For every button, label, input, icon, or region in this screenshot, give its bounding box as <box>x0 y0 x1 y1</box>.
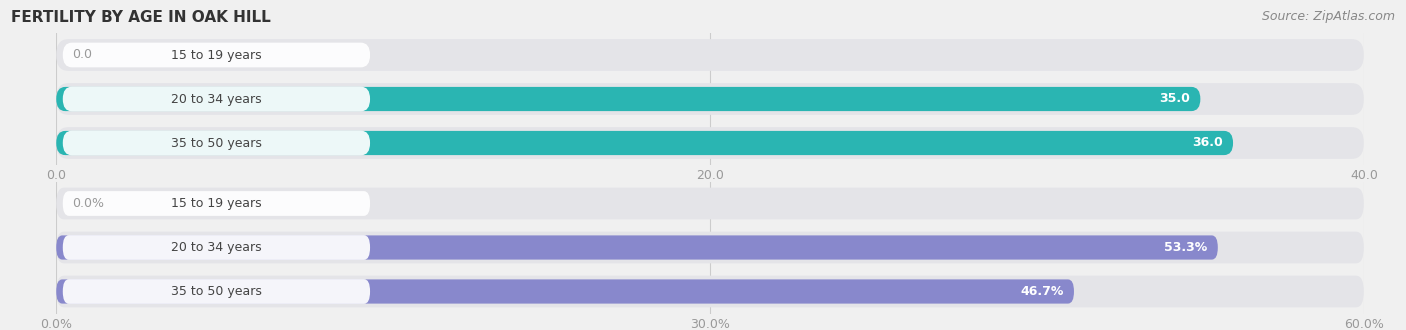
Text: 35 to 50 years: 35 to 50 years <box>172 137 262 149</box>
FancyBboxPatch shape <box>56 235 1218 260</box>
FancyBboxPatch shape <box>63 279 370 304</box>
Text: 20 to 34 years: 20 to 34 years <box>172 92 262 106</box>
FancyBboxPatch shape <box>56 87 1201 111</box>
FancyBboxPatch shape <box>56 280 1074 304</box>
Text: 0.0: 0.0 <box>72 49 91 61</box>
FancyBboxPatch shape <box>63 43 370 67</box>
FancyBboxPatch shape <box>56 232 1364 263</box>
FancyBboxPatch shape <box>63 87 370 111</box>
Text: FERTILITY BY AGE IN OAK HILL: FERTILITY BY AGE IN OAK HILL <box>11 10 271 25</box>
FancyBboxPatch shape <box>56 188 1364 219</box>
Text: 35 to 50 years: 35 to 50 years <box>172 285 262 298</box>
Text: 35.0: 35.0 <box>1159 92 1189 106</box>
Text: 15 to 19 years: 15 to 19 years <box>172 49 262 61</box>
Text: Source: ZipAtlas.com: Source: ZipAtlas.com <box>1261 10 1395 23</box>
FancyBboxPatch shape <box>63 235 370 260</box>
FancyBboxPatch shape <box>56 39 1364 71</box>
FancyBboxPatch shape <box>56 276 1364 307</box>
FancyBboxPatch shape <box>63 191 370 216</box>
Text: 20 to 34 years: 20 to 34 years <box>172 241 262 254</box>
Text: 0.0%: 0.0% <box>72 197 104 210</box>
FancyBboxPatch shape <box>63 131 370 155</box>
FancyBboxPatch shape <box>56 127 1364 159</box>
Text: 53.3%: 53.3% <box>1164 241 1208 254</box>
Text: 36.0: 36.0 <box>1192 137 1223 149</box>
Text: 46.7%: 46.7% <box>1021 285 1063 298</box>
Text: 15 to 19 years: 15 to 19 years <box>172 197 262 210</box>
FancyBboxPatch shape <box>56 83 1364 115</box>
FancyBboxPatch shape <box>56 131 1233 155</box>
